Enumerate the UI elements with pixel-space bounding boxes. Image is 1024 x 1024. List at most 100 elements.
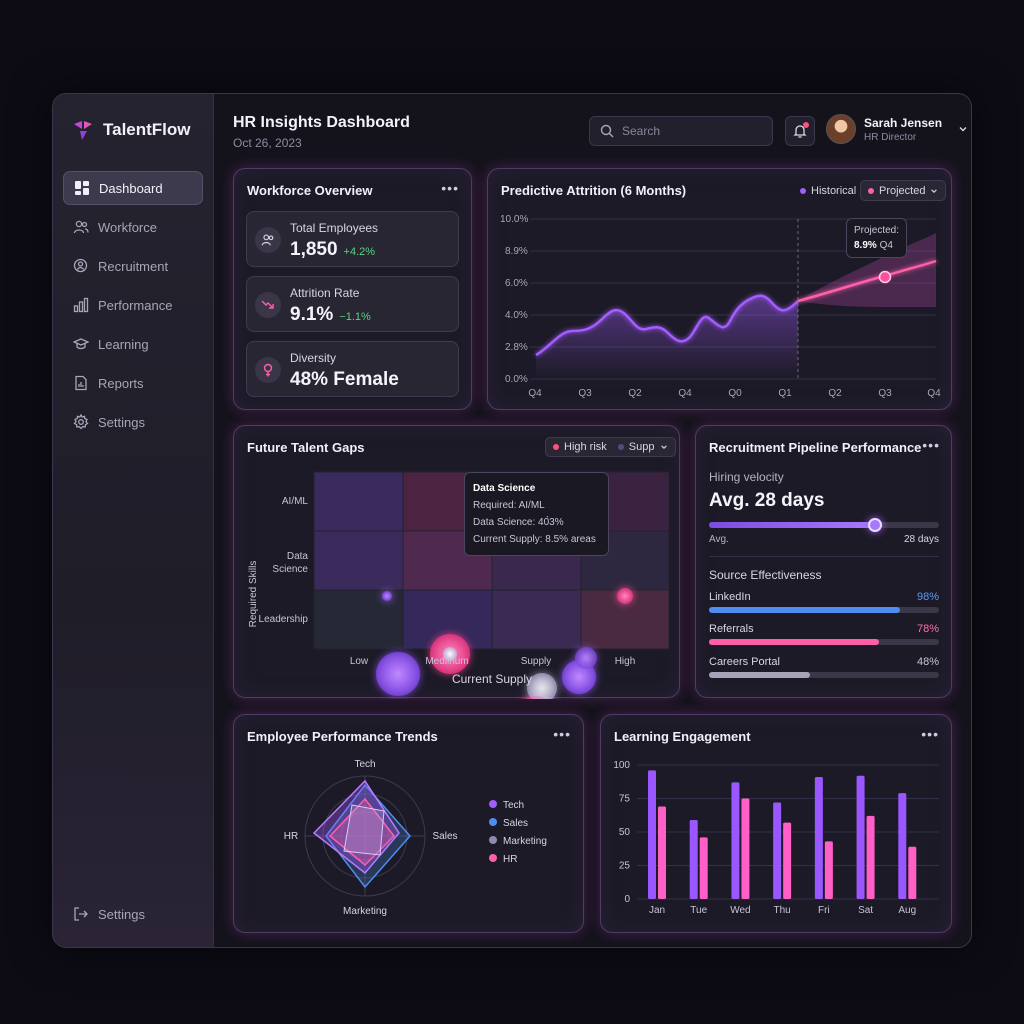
bars [648, 770, 917, 900]
users-icon [255, 227, 281, 253]
search-box[interactable] [589, 116, 773, 146]
tooltip-line: Current Supply: 8.5% areas [473, 534, 596, 545]
app-name: TalentFlow [103, 120, 191, 139]
velocity-slider[interactable] [709, 518, 939, 532]
more-menu-icon[interactable]: ••• [922, 437, 940, 453]
card-title: Workforce Overview [247, 183, 373, 198]
bar-sat-1[interactable] [856, 775, 865, 899]
more-menu-icon[interactable]: ••• [553, 726, 571, 742]
y-label: AI/ML [282, 496, 309, 507]
logo[interactable]: TalentFlow [71, 118, 191, 142]
sidebar-item-label: Learning [98, 336, 149, 352]
bar-aug-2[interactable] [908, 846, 917, 899]
projected-point-marker[interactable] [878, 270, 892, 284]
app-window: TalentFlow Dashboard Workforce [52, 93, 972, 948]
bubble[interactable] [617, 588, 633, 604]
bubble[interactable] [443, 647, 457, 661]
x-label: Low [350, 656, 369, 667]
bell-icon [793, 125, 807, 138]
sidebar-item-recruitment[interactable]: Recruitment [63, 249, 203, 283]
bubble[interactable] [376, 652, 420, 696]
source-bar-referrals [709, 639, 939, 645]
stat-diversity: Diversity 48% Female [246, 341, 459, 397]
talent-gaps-filter-dropdown[interactable]: High risk Supp [545, 437, 676, 457]
source-pct: 78% [916, 623, 939, 635]
sidebar-item-performance[interactable]: Performance [63, 288, 203, 322]
sidebar-item-dashboard[interactable]: Dashboard [63, 171, 203, 205]
source-bar-linkedin [709, 607, 939, 613]
x-tick-label: Thu [774, 905, 791, 916]
bar-wed-1[interactable] [731, 782, 740, 899]
bubble[interactable] [575, 647, 597, 669]
y-label: Leadership [259, 614, 309, 625]
bar-fri-1[interactable] [814, 777, 823, 899]
bar-wed-2[interactable] [741, 798, 750, 900]
x-axis-title: Current Supply [452, 672, 532, 686]
radar-grid [304, 775, 426, 897]
predictive-attrition-card: Predictive Attrition (6 Months) Historic… [487, 168, 952, 410]
sidebar-item-workforce[interactable]: Workforce [63, 210, 203, 244]
learning-engagement-bar-chart: 100 75 50 25 0 Jan Tue Wed Thu Fri Sat Aug [613, 760, 939, 916]
report-icon [75, 375, 87, 391]
legend-historical: Historical [793, 181, 863, 201]
sidebar-item-settings[interactable]: Settings [63, 405, 203, 439]
bar-sat-2[interactable] [866, 815, 875, 899]
bar-tue-2[interactable] [699, 837, 708, 899]
card-title: Learning Engagement [614, 729, 751, 744]
y-tick-label: 50 [619, 827, 631, 838]
bar-fri-2[interactable] [824, 841, 833, 899]
recruitment-pipeline-card: Recruitment Pipeline Performance ••• Hir… [695, 425, 952, 698]
x-tick-label: Q1 [778, 388, 792, 399]
tooltip-value: 8.9% [854, 240, 877, 251]
historical-area [536, 295, 798, 379]
sidebar-item-learning[interactable]: Learning [63, 327, 203, 361]
card-title: Employee Performance Trends [247, 729, 438, 744]
source-bar-fill [709, 607, 900, 613]
trend-down-icon [255, 292, 281, 318]
legend-dot [489, 818, 497, 826]
radar-series-hr [328, 797, 396, 867]
more-menu-icon[interactable]: ••• [921, 726, 939, 742]
stat-total-employees: Total Employees 1,850 +4.2% [246, 211, 459, 267]
velocity-slider-handle[interactable] [867, 518, 882, 532]
bar-aug-1[interactable] [898, 793, 907, 899]
search-input[interactable] [622, 124, 762, 138]
notifications-button[interactable] [785, 116, 815, 146]
user-role: HR Director [864, 131, 917, 143]
logout-icon [74, 907, 88, 921]
page-title: HR Insights Dashboard [233, 114, 410, 131]
projected-dropdown[interactable]: Projected [860, 180, 947, 201]
radar-axis-label: Sales [432, 831, 457, 842]
sidebar-item-bottom-settings[interactable]: Settings [63, 897, 203, 931]
y-axis-labels: AI/ML Data Science Leadership [259, 496, 309, 625]
dashboard-icon [75, 181, 89, 195]
bar-jan-2[interactable] [658, 806, 666, 899]
x-tick-label: Tue [690, 905, 707, 916]
bar-thu-2[interactable] [783, 822, 792, 899]
legend-label: Supp [628, 441, 655, 453]
y-tick-label: 100 [613, 760, 630, 771]
x-tick-label: Wed [730, 905, 750, 916]
tooltip-period: Q4 [879, 240, 893, 251]
stat-value: 9.1% −1.1% [290, 304, 371, 326]
attrition-tooltip: Projected: 8.9% Q4 [846, 218, 908, 258]
y-tick-label: 2.8% [505, 342, 528, 353]
bubble[interactable] [527, 673, 557, 699]
chevron-down-icon [931, 188, 938, 193]
workforce-overview-card: Workforce Overview ••• Total Employees 1… [233, 168, 472, 410]
bar-thu-1[interactable] [773, 802, 782, 899]
user-menu[interactable]: Sarah Jensen HR Director [826, 114, 968, 144]
more-menu-icon[interactable]: ••• [441, 180, 459, 196]
bar-jan-1[interactable] [648, 770, 656, 899]
legend-label: Sales [503, 818, 529, 829]
chevron-down-icon [959, 127, 967, 132]
sidebar-nav: Dashboard Workforce Recruitment Perf [63, 171, 203, 444]
legend-dot [489, 836, 497, 844]
bubble[interactable] [382, 591, 392, 601]
user-name: Sarah Jensen [864, 115, 943, 130]
total-employees-value: 1,850 [290, 239, 338, 260]
bar-tue-1[interactable] [689, 819, 698, 899]
historical-line [535, 294, 799, 357]
x-tick-label: Q3 [578, 388, 592, 399]
sidebar-item-reports[interactable]: Reports [63, 366, 203, 400]
